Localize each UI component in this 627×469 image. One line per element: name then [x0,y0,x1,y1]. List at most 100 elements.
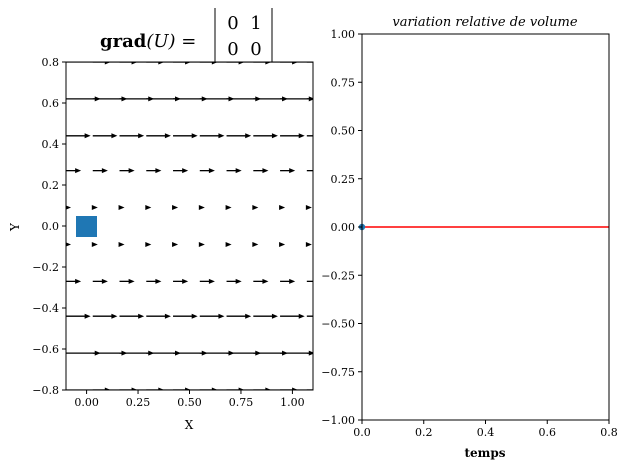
x-tick-label: 0.4 [477,426,495,439]
left-ylabel: Y [8,222,22,232]
quiver-arrow [92,168,108,174]
quiver-arrow [146,133,171,139]
quiver-arrow [119,133,145,139]
left-xlabel: X [185,418,194,432]
quiver-arrow [145,241,152,247]
y-tick-label: 0.4 [42,138,60,151]
quiver-arrow [252,205,259,211]
quiver-arrow [306,389,313,390]
left-axes-frame [65,61,314,391]
quiver-arrow [66,278,82,284]
quiver-arrow [199,278,215,284]
quiver-arrow [92,278,108,284]
right-title: variation relative de volume [392,15,577,30]
y-tick-label: −0.4 [32,302,59,315]
quiver-arrow [92,133,118,139]
x-tick-label: 0.50 [177,396,202,409]
y-tick-label: 0.00 [331,221,356,234]
x-tick-label: 0.2 [415,426,433,439]
quiver-arrow [225,205,232,211]
x-tick-label: 0.0 [353,426,371,439]
quiver-arrow [172,205,179,211]
quiver-arrow [118,205,125,211]
y-tick-label: 0.8 [42,56,60,69]
quiver-arrow [173,133,198,139]
quiver-arrow [199,313,225,319]
quiver-arrow [279,241,286,247]
quiver-arrow [253,278,269,284]
quiver-arrow [306,98,313,100]
y-tick-label: −0.25 [321,269,355,282]
quiver-arrow [306,62,313,63]
x-tick-label: 0.6 [539,426,557,439]
y-tick-label: 0.2 [42,179,60,192]
quiver-arrow [280,313,305,319]
y-tick-label: −0.8 [32,384,59,397]
quiver-arrow [146,278,162,284]
quiver-arrow [225,241,232,247]
x-tick-label: 0.25 [126,396,151,409]
blue-square-marker [76,216,97,237]
y-tick-label: 0.50 [331,125,356,138]
quiver-arrow [172,241,179,247]
quiver-arrow [226,168,242,174]
right-axis-ticks: 0.0 0.2 0.4 0.6 0.8 1.00 0.75 0.50 0.25 0.00 −0.25… [321,28,617,439]
quiver-arrow [198,205,205,211]
y-tick-label: 0.25 [331,173,356,186]
title-rest: (U) = [146,31,196,52]
quiver-arrow [199,133,225,139]
matrix-10: 0 [227,39,238,60]
quiver-arrow [91,241,98,247]
quiver-arrow [305,205,312,211]
x-tick-label: 0.8 [600,426,618,439]
quiver-arrow [91,205,98,211]
x-tick-label: 0.00 [74,396,99,409]
y-tick-label: 0.6 [42,97,60,110]
y-tick-label: 1.00 [331,28,356,41]
quiver-arrow [280,278,296,284]
y-tick-label: −1.00 [321,414,355,427]
svg-text:grad(U) =: grad(U) = [100,31,196,52]
y-tick-label: 0.0 [42,220,60,233]
quiver-arrow [226,278,242,284]
x-tick-label: 1.00 [280,396,305,409]
quiver-arrow [306,280,313,283]
matrix-11: 0 [250,39,261,60]
quiver-arrow [66,133,91,139]
quiver-arrow [252,241,259,247]
left-plot: 0.00 0.25 0.50 0.75 1.00 0.8 0.6 0.4 0.2 0.0 −0.2 −… [8,8,314,432]
y-tick-label: −0.50 [321,318,355,331]
quiver-arrow [226,313,252,319]
quiver-field [66,62,313,390]
quiver-arrow [253,168,269,174]
quiver-arrow [253,313,278,319]
quiver-arrow [119,313,145,319]
quiver-arrow [199,168,215,174]
quiver-arrow [173,168,189,174]
quiver-arrow [306,169,313,172]
right-xlabel: temps [464,446,505,460]
quiver-arrow [146,168,162,174]
quiver-arrow [146,313,171,319]
quiver-arrow [280,168,296,174]
right-plot: 0.0 0.2 0.4 0.6 0.8 1.00 0.75 0.50 0.25 0.00 −0.25… [321,15,617,460]
x-tick-label: 0.75 [229,396,254,409]
left-axis-ticks: 0.00 0.25 0.50 0.75 1.00 0.8 0.6 0.4 0.2 0.0 −0.2 −… [32,56,304,409]
left-title: grad(U) = 0 1 0 0 [100,8,273,62]
matrix-01: 1 [250,13,261,34]
matrix-00: 0 [227,13,238,34]
y-tick-label: −0.6 [32,343,59,356]
quiver-arrow [306,315,313,317]
quiver-arrow [145,205,152,211]
quiver-arrow [173,313,198,319]
quiver-arrow [306,352,313,354]
quiver-arrow [118,241,125,247]
quiver-arrow [66,168,82,174]
quiver-arrow [305,241,312,247]
quiver-arrow [119,278,135,284]
title-grad: grad [100,31,147,52]
quiver-arrow [198,241,205,247]
y-tick-label: −0.75 [321,366,355,379]
quiver-arrow [280,133,305,139]
